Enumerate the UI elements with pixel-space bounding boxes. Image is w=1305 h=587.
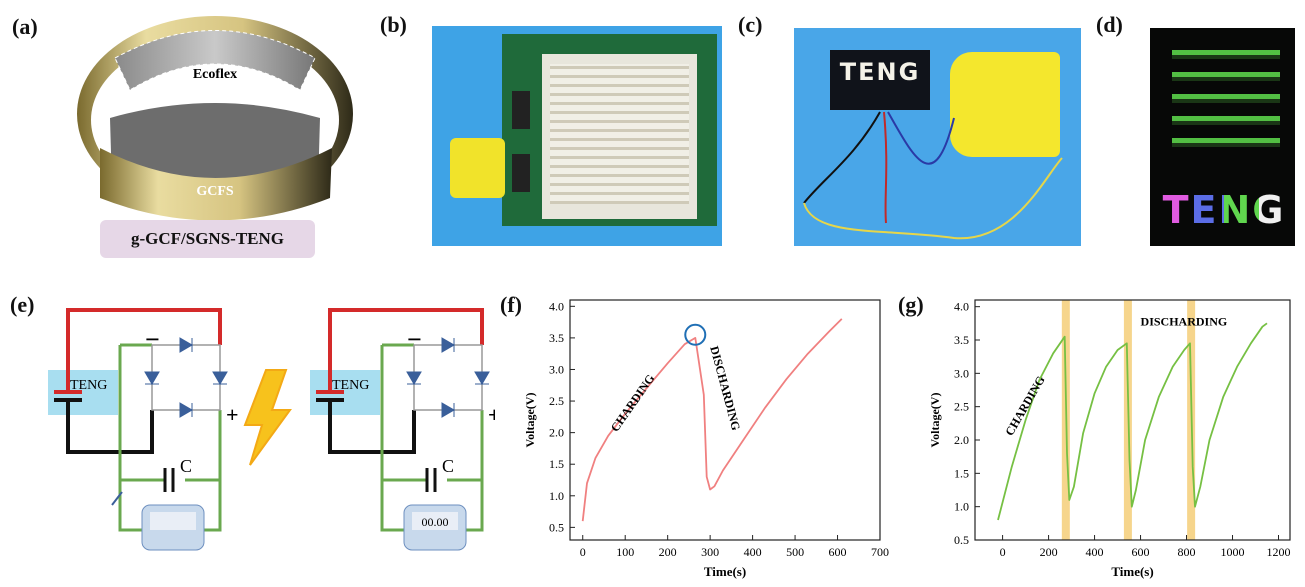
y-axis-label: Voltage(V): [523, 393, 537, 448]
x-tick-label: 0: [580, 545, 586, 559]
y-tick-label: 4.0: [954, 300, 969, 314]
ecoflex-layer: [114, 30, 316, 91]
teng-device-b: [450, 138, 505, 198]
x-tick-label: 800: [1178, 545, 1196, 559]
annotation-1: DISCHARDING: [707, 345, 743, 432]
ecoflex-label: Ecoflex: [193, 67, 237, 82]
minus-left: −: [145, 325, 160, 354]
x-tick-label: 400: [1086, 545, 1104, 559]
y-tick-label: 3.5: [954, 333, 969, 347]
panel-label-c: (c): [738, 12, 763, 37]
x-tick-label: 400: [744, 545, 762, 559]
meter-digits: 00.00: [422, 515, 449, 529]
teng-device-c: [950, 52, 1060, 157]
y-tick-label: 3.5: [549, 331, 564, 345]
lightning-bolt: [243, 369, 292, 466]
x-tick-label: 1200: [1267, 545, 1291, 559]
plus-right: +: [488, 402, 495, 427]
y-axis-label: Voltage(V): [928, 393, 942, 448]
y-tick-label: 2.0: [549, 426, 564, 440]
photo-teng-display: TENG: [794, 28, 1081, 246]
plus-left: +: [226, 402, 239, 427]
led-panel-c: TENG: [830, 50, 930, 110]
gcfs-label: GCFS: [196, 184, 234, 199]
teng-label-right: TENG: [332, 378, 369, 393]
x-axis-label: Time(s): [1111, 564, 1153, 579]
led-text-d: TENG: [1154, 188, 1294, 238]
panel-label-g: (g): [898, 292, 924, 317]
x-tick-label: 200: [659, 545, 677, 559]
y-tick-label: 1.5: [954, 466, 969, 480]
plot-frame: [974, 299, 1291, 541]
annotation-0: CHARDING: [608, 372, 658, 435]
y-tick-label: 0.5: [549, 520, 564, 534]
y-tick-label: 1.0: [954, 500, 969, 514]
breadboard: [542, 54, 697, 219]
series-line-0: [997, 322, 1268, 521]
plot-frame: [569, 299, 881, 541]
green-led-rows: [1172, 50, 1280, 160]
wires-c: [803, 111, 1063, 240]
x-tick-label: 600: [1132, 545, 1150, 559]
panel-label-a: (a): [12, 14, 38, 39]
circuit-right: TENG − + C 00.00: [310, 308, 495, 551]
panel-label-b: (b): [380, 12, 407, 37]
series-line-0: [581, 318, 843, 522]
y-tick-label: 4.0: [549, 299, 564, 313]
circuit-left: TENG − + C: [48, 308, 239, 551]
y-tick-label: 1.5: [549, 457, 564, 471]
annotation-0: CHARDING: [1002, 373, 1047, 438]
chart-g: 0 200 400 600 800 1000 1200 0.5 1.0 1.5 2.0 2.5 3.0 3…: [928, 299, 1291, 579]
capacitor-label-left: C: [180, 456, 192, 476]
module-2: [512, 154, 530, 192]
y-tick-label: 0.5: [954, 533, 969, 547]
x-axis-label: Time(s): [704, 564, 746, 579]
y-tick-label: 2.5: [549, 394, 564, 408]
y-tick-label: 1.0: [549, 489, 564, 503]
annotation-1: DISCHARDING: [1141, 314, 1228, 328]
device-caption: g-GCF/SGNS-TENG: [100, 220, 315, 258]
ring-front: [100, 148, 332, 221]
x-tick-label: 100: [616, 545, 634, 559]
module-1: [512, 91, 530, 129]
x-tick-label: 500: [786, 545, 804, 559]
x-tick-label: 600: [829, 545, 847, 559]
peak-marker: [684, 323, 707, 346]
photo-breadboard: [432, 26, 722, 246]
led-text-c: TENG: [839, 58, 921, 86]
x-tick-label: 300: [701, 545, 719, 559]
x-tick-label: 0: [1000, 545, 1006, 559]
teng-label-left: TENG: [70, 378, 107, 393]
circuit-diagram: TENG − + C TENG −: [48, 308, 495, 551]
y-tick-label: 2.5: [954, 400, 969, 414]
capacitor-label-right: C: [442, 456, 454, 476]
minus-right: −: [407, 325, 422, 354]
panel-label-e: (e): [10, 292, 35, 317]
panel-label-d: (d): [1096, 12, 1123, 37]
x-tick-label: 200: [1040, 545, 1058, 559]
ring-schematic: Ecoflex GCFS: [77, 16, 353, 221]
panel-label-f: (f): [500, 292, 522, 317]
photo-led-glow: TENG: [1150, 28, 1295, 246]
x-tick-label: 1000: [1221, 545, 1245, 559]
chart-f: 0 100 200 300 400 500 600 700 0.5 1.0 1.5 2.0 2.5 3.0…: [523, 299, 889, 579]
y-tick-label: 3.0: [549, 362, 564, 376]
x-tick-label: 700: [871, 545, 889, 559]
y-tick-label: 2.0: [954, 433, 969, 447]
y-tick-label: 3.0: [954, 366, 969, 380]
